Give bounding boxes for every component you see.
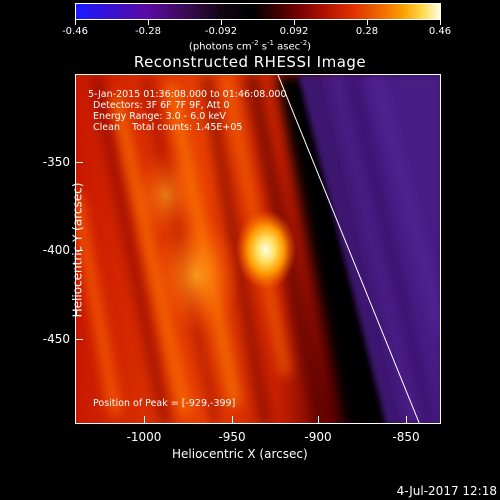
colorbar-tick-label: -0.092: [204, 26, 238, 37]
colorbar-tick: [221, 20, 222, 25]
colorbar-tick-label: -0.46: [62, 26, 88, 37]
y-tick: [75, 250, 83, 251]
image-plot[interactable]: 5-Jan-2015 01:36:08.000 to 01:46:08.000 …: [75, 74, 441, 424]
x-tick: [406, 416, 407, 424]
colorbar-tick: [440, 20, 441, 25]
solar-image: [76, 75, 440, 423]
colorbar-units: (photons cm-2 s-1 asec-2): [188, 39, 312, 53]
x-tick-label: -950: [218, 430, 246, 444]
energy-range: Energy Range: 3.0 - 6.0 keV: [93, 111, 226, 122]
y-tick: [75, 162, 83, 163]
x-tick-label: -1000: [126, 430, 162, 444]
colorbar-tick-label: -0.28: [135, 26, 161, 37]
peak-position: Position of Peak = [-929,-399]: [93, 398, 236, 409]
x-axis-title: Heliocentric X (arcsec): [172, 447, 308, 461]
clean-total-counts: Clean Total counts: 1.45E+05: [93, 122, 243, 133]
colorbar: [75, 3, 441, 20]
detectors: Detectors: 3F 6F 7F 9F, Att 0: [93, 100, 230, 111]
image-title: Reconstructed RHESSI Image: [133, 53, 367, 71]
y-tick-label: -350: [42, 155, 70, 169]
colorbar-tick: [148, 20, 149, 25]
x-tick-label: -900: [304, 430, 332, 444]
colorbar-tick-label: 0.092: [279, 26, 309, 37]
x-tick-label: -850: [392, 430, 420, 444]
y-tick-label: -400: [42, 243, 70, 257]
footer-date: 4-Jul-2017 12:18: [396, 484, 497, 498]
y-axis-title: Heliocentric Y (arcsec): [70, 182, 85, 318]
x-tick: [232, 416, 233, 424]
colorbar-tick-label: 0.28: [355, 26, 379, 37]
time-range: 5-Jan-2015 01:36:08.000 to 01:46:08.000: [88, 89, 287, 100]
y-tick: [75, 339, 83, 340]
colorbar-tick-label: 0.46: [428, 26, 452, 37]
x-tick: [318, 416, 319, 424]
colorbar-tick: [294, 20, 295, 25]
x-tick: [144, 416, 145, 424]
y-tick-label: -450: [42, 332, 70, 346]
colorbar-tick: [75, 20, 76, 25]
colorbar-tick: [367, 20, 368, 25]
